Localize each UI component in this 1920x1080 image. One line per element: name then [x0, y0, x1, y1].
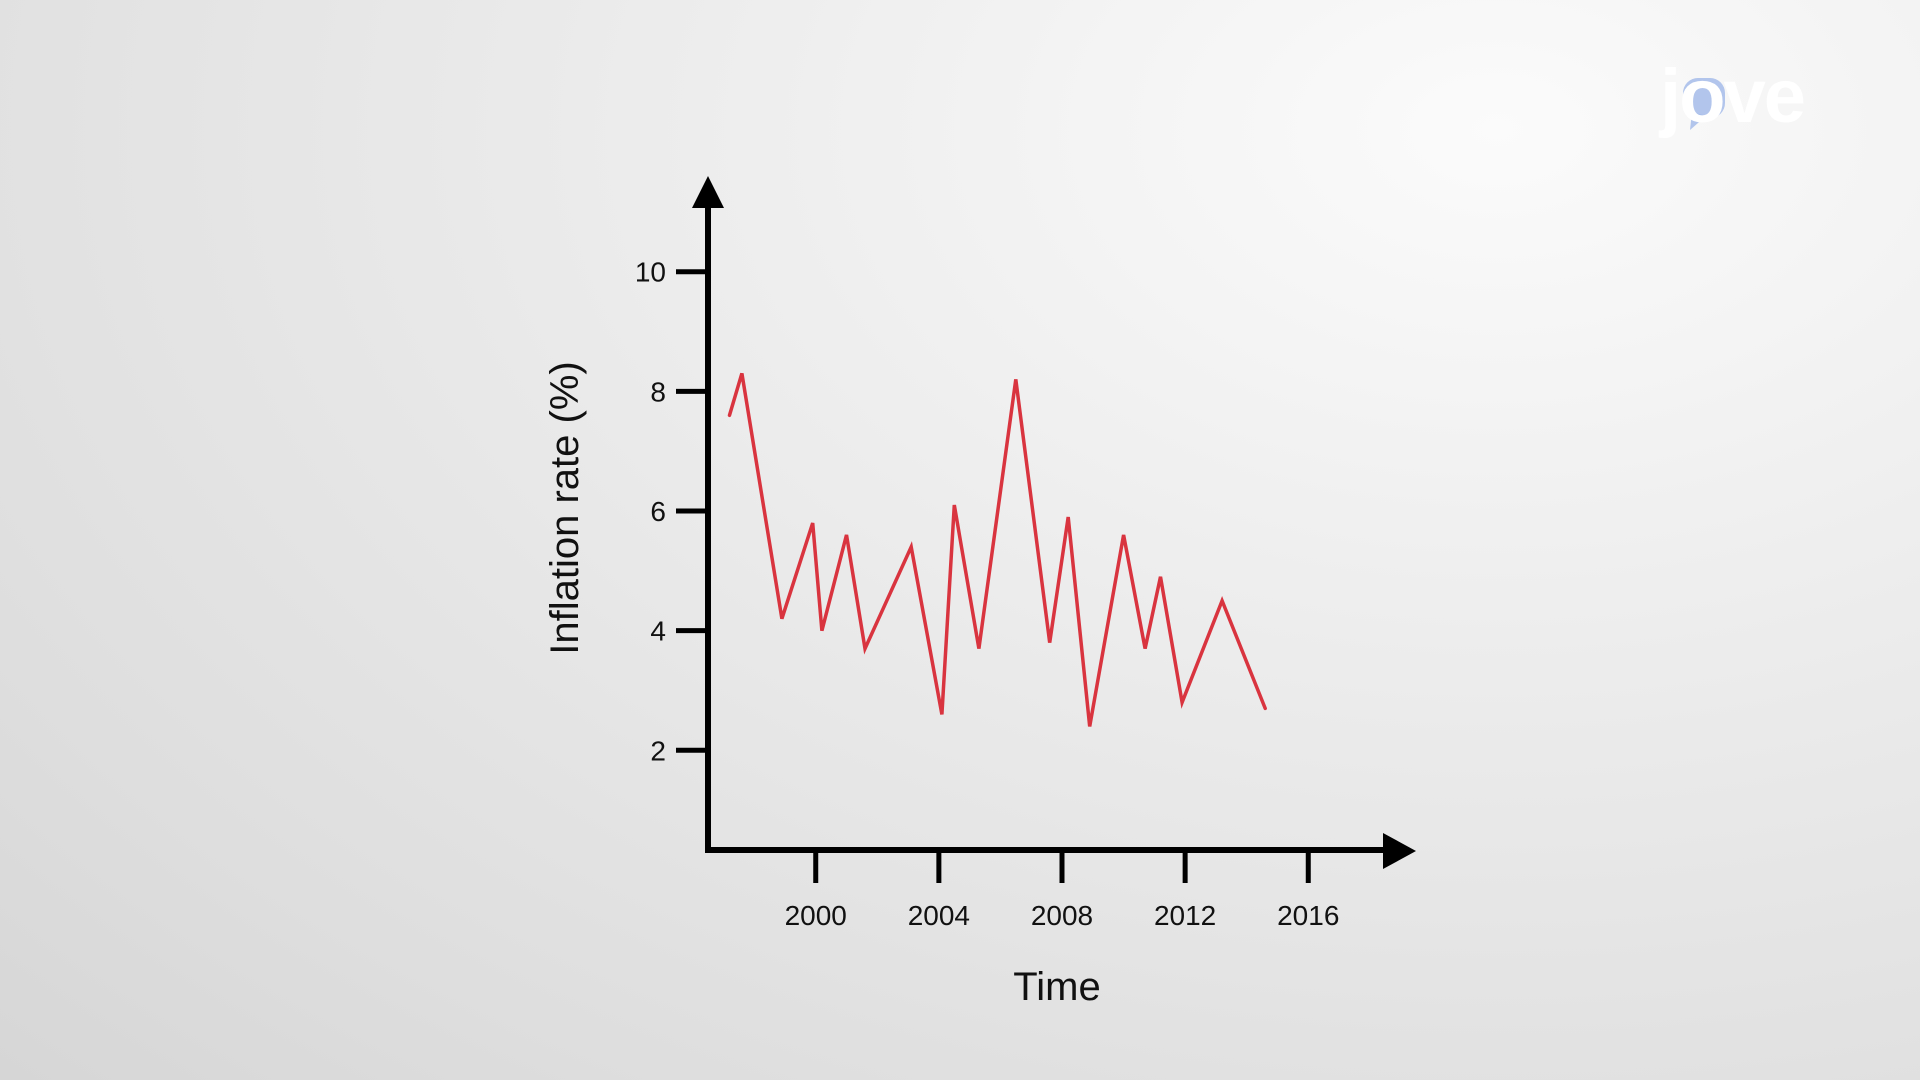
x-tick-label: 2004: [908, 900, 970, 931]
x-tick-label: 2008: [1031, 900, 1093, 931]
x-tick-label: 2012: [1154, 900, 1216, 931]
y-tick-label: 6: [650, 496, 666, 527]
x-tick-label: 2000: [785, 900, 847, 931]
logo-speech-bubble-icon: [1683, 78, 1725, 118]
axes: [692, 176, 1416, 869]
x-tick-label: 2016: [1277, 900, 1339, 931]
brand-logo: jove: [1658, 54, 1806, 139]
y-tick-label: 2: [650, 735, 666, 766]
x-axis-title: Time: [1013, 965, 1100, 1009]
y-tick-label: 8: [650, 376, 666, 407]
series-line: [727, 372, 1267, 727]
y-tick-label: 10: [635, 257, 666, 288]
y-tick-label: 4: [650, 616, 666, 647]
x-ticks: 2000 2004 2008 2012 2016: [785, 850, 1339, 931]
y-axis-arrow-icon: [692, 176, 724, 208]
y-axis-title: Inflation rate (%): [543, 361, 587, 654]
logo-text: jove: [1658, 54, 1804, 139]
x-axis-arrow-icon: [1383, 833, 1416, 869]
logo-bubble-tail-icon: [1690, 112, 1706, 130]
y-ticks: 2 4 6 8 10: [635, 257, 708, 766]
